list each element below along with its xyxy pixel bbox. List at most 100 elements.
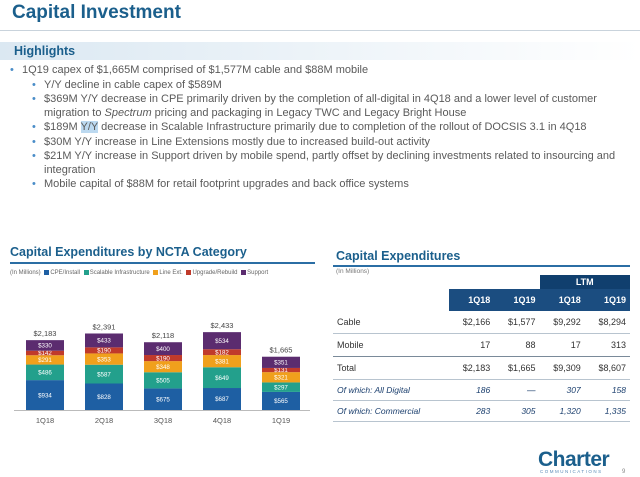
total-label: $2,183 xyxy=(34,329,57,338)
bar-segment xyxy=(26,364,64,381)
legend-swatch xyxy=(241,270,247,275)
bar-segment xyxy=(144,342,182,356)
legend-label: CPE/Install xyxy=(50,270,81,277)
capex-table: LTM 1Q18 1Q19 1Q18 1Q19 Cable $2,166 $1,… xyxy=(333,275,630,422)
table-header-spacer xyxy=(333,289,449,311)
table-row: Of which: Commercial 283 305 1,320 1,335 xyxy=(333,400,630,422)
highlights-banner xyxy=(0,42,640,60)
table-row: Cable $2,166 $1,577 $9,292 $8,294 xyxy=(333,311,630,334)
bullet-emphasis: Spectrum xyxy=(104,106,152,119)
title-divider xyxy=(0,30,640,31)
charter-logo-subtext: COMMUNICATIONS xyxy=(540,469,603,474)
data-label: $321 xyxy=(274,374,288,381)
bar-segment xyxy=(26,355,64,365)
highlights-bullet-list: 1Q19 capex of $1,665M comprised of $1,57… xyxy=(8,64,633,193)
table-row-label: Of which: All Digital xyxy=(333,379,450,401)
bar-segment xyxy=(203,388,241,410)
total-label: $1,665 xyxy=(270,346,293,355)
data-label: $131 xyxy=(274,367,288,374)
table-cell: — xyxy=(494,379,540,401)
category-tick-label: 4Q18 xyxy=(213,416,231,425)
bar-segment xyxy=(203,332,241,350)
bullet-item: 1Q19 capex of $1,665M comprised of $1,57… xyxy=(8,64,633,78)
bar-segment xyxy=(144,355,182,362)
data-label: $348 xyxy=(156,364,170,371)
category-tick-label: 1Q19 xyxy=(272,416,290,425)
table-column-header: 1Q18 xyxy=(539,289,585,311)
table-cell: $9,309 xyxy=(539,356,585,380)
bar-segment xyxy=(144,372,182,389)
table-row-label: Total xyxy=(333,356,450,380)
chart-section-rule xyxy=(10,262,315,264)
table-units-note: (In Millions) xyxy=(336,268,370,275)
bar-segment xyxy=(85,333,123,348)
bullet-item: Y/Y decline in cable capex of $589M xyxy=(8,79,633,93)
chart-legend: (In Millions) CPE/Install Scalable Infra… xyxy=(10,270,268,276)
bullet-text: $189M xyxy=(44,121,81,133)
table-header-spacer xyxy=(333,275,449,289)
table-header-spacer xyxy=(494,275,539,289)
bar-segment xyxy=(26,340,64,351)
charter-logo: Charter xyxy=(538,448,610,471)
bar-segment xyxy=(262,356,300,368)
table-section-title: Capital Expenditures xyxy=(336,249,461,263)
highlights-heading: Highlights xyxy=(14,44,76,58)
legend-swatch xyxy=(44,270,50,275)
data-label: $649 xyxy=(215,375,229,382)
bar-segment xyxy=(144,361,182,373)
data-label: $190 xyxy=(156,355,170,362)
bar-segment xyxy=(85,383,123,410)
bullet-item: Mobile capital of $88M for retail footpr… xyxy=(8,178,633,192)
chart-section-title: Capital Expenditures by NCTA Category xyxy=(10,245,247,259)
table-group-header-ltm: LTM xyxy=(539,275,630,289)
bar-segment xyxy=(262,367,300,373)
bar-segment xyxy=(262,372,300,383)
bullet-text: decrease in Scalable Infrastructure prim… xyxy=(98,121,587,133)
legend-swatch xyxy=(186,270,192,275)
table-cell: $2,183 xyxy=(449,356,495,380)
data-label: $330 xyxy=(38,343,52,350)
data-label: $675 xyxy=(156,396,170,403)
bar-segment xyxy=(144,388,182,410)
legend-swatch xyxy=(153,270,159,275)
table-cell: $8,294 xyxy=(584,311,630,334)
table-column-header: 1Q19 xyxy=(584,289,630,311)
data-label: $353 xyxy=(97,356,111,363)
table-cell: $8,607 xyxy=(584,356,630,380)
bullet-item: $21M Y/Y increase in Support driven by m… xyxy=(8,150,633,177)
bar-segment xyxy=(203,355,241,368)
data-label: $534 xyxy=(215,338,229,345)
legend-swatch xyxy=(83,270,89,275)
table-cell: 17 xyxy=(449,333,495,357)
table-column-header: 1Q19 xyxy=(494,289,540,311)
text-selection-highlight[interactable]: Y/Y xyxy=(80,121,99,133)
total-label: $2,433 xyxy=(211,321,234,330)
table-cell: 158 xyxy=(584,379,630,401)
data-label: $182 xyxy=(215,349,229,356)
bar-segment xyxy=(262,391,300,410)
legend-label: Upgrade/Rebuild xyxy=(192,270,238,277)
data-label: $381 xyxy=(215,358,229,365)
bullet-text: pricing and packaging in Legacy TWC and … xyxy=(151,106,467,119)
table-cell: 1,335 xyxy=(584,400,630,422)
bullet-item: $189M Y/Y decrease in Scalable Infrastru… xyxy=(8,121,633,135)
table-row: Mobile 17 88 17 313 xyxy=(333,333,630,357)
bar-segment xyxy=(262,382,300,392)
data-label: $934 xyxy=(38,392,52,399)
data-label: $587 xyxy=(97,371,111,378)
bar-segment xyxy=(85,364,123,384)
bullet-item: $30M Y/Y increase in Line Extensions mos… xyxy=(8,136,633,150)
data-label: $828 xyxy=(97,394,111,401)
data-label: $486 xyxy=(38,370,52,377)
table-column-header-row: 1Q18 1Q19 1Q18 1Q19 xyxy=(333,289,630,311)
table-cell: $9,292 xyxy=(539,311,585,334)
data-label: $351 xyxy=(274,360,288,367)
bar-segment xyxy=(203,349,241,356)
table-row: Total $2,183 $1,665 $9,309 $8,607 xyxy=(333,356,630,380)
data-label: $687 xyxy=(215,396,229,403)
data-label: $297 xyxy=(274,384,288,391)
table-cell: 17 xyxy=(539,333,585,357)
data-label: $400 xyxy=(156,346,170,353)
category-tick-label: 2Q18 xyxy=(95,416,113,425)
data-label: $565 xyxy=(274,398,288,405)
